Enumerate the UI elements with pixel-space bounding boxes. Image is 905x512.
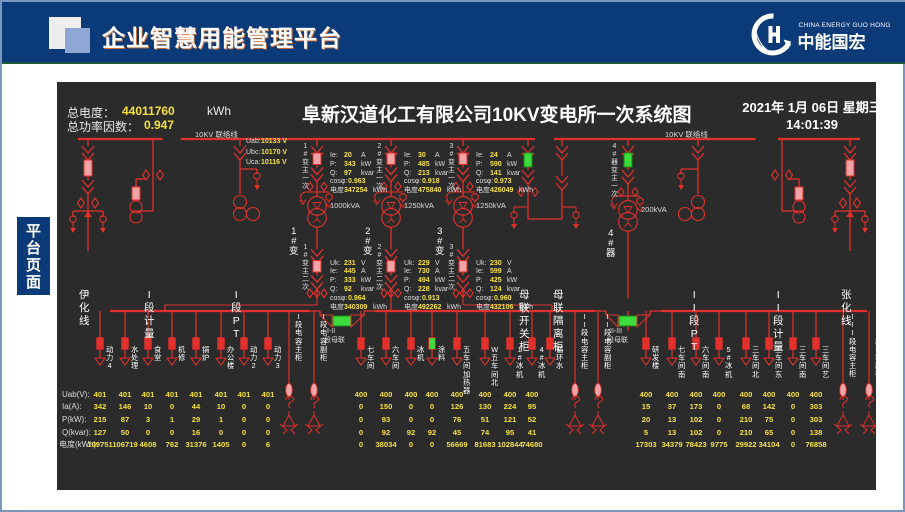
svg-text:CHINA ENERGY GUO HONG: CHINA ENERGY GUO HONG	[799, 22, 891, 29]
svg-text:中能国宏: 中能国宏	[798, 32, 866, 52]
